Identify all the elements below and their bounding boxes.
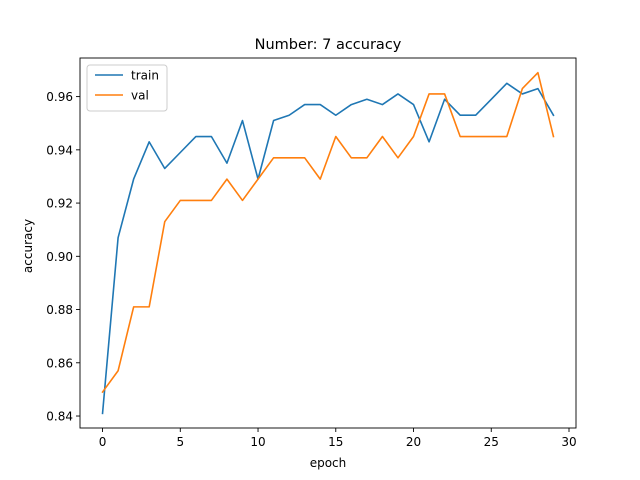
legend-label-val: val bbox=[131, 89, 149, 103]
axes-frame bbox=[79, 57, 577, 429]
plot-area: 0 5 10 15 20 25 30 0.84 0.86 0.88 0.90 0.92 0.94 0.96 bbox=[46, 57, 577, 449]
legend-box bbox=[86, 64, 168, 112]
y-tick-label: 0.86 bbox=[46, 356, 73, 370]
x-tick-label: 5 bbox=[176, 435, 184, 449]
y-tick-label: 0.88 bbox=[46, 303, 73, 317]
x-tick-label: 15 bbox=[328, 435, 343, 449]
x-tick-label: 0 bbox=[99, 435, 107, 449]
x-tick-label: 30 bbox=[561, 435, 576, 449]
x-axis-title: epoch bbox=[310, 456, 347, 470]
series-line-train bbox=[101, 82, 555, 415]
legend: train val bbox=[86, 64, 168, 112]
legend-label-train: train bbox=[131, 69, 159, 83]
x-tick-label: 25 bbox=[484, 435, 499, 449]
chart-title: Number: 7 accuracy bbox=[255, 37, 402, 53]
x-tick-label: 20 bbox=[406, 435, 421, 449]
y-axis-title: accuracy bbox=[21, 219, 35, 273]
x-tick-label: 10 bbox=[250, 435, 265, 449]
series-line-val bbox=[101, 71, 555, 394]
y-tick-label: 0.84 bbox=[46, 410, 73, 424]
y-tick-label: 0.94 bbox=[46, 143, 73, 157]
y-tick-label: 0.96 bbox=[46, 90, 73, 104]
y-tick-label: 0.92 bbox=[46, 197, 73, 211]
y-tick-label: 0.90 bbox=[46, 250, 73, 264]
